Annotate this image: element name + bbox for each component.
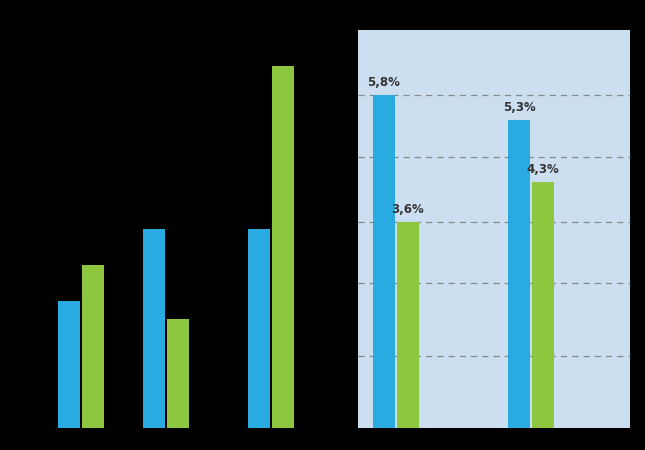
Bar <box>508 121 530 428</box>
Text: 3,6%: 3,6% <box>392 203 424 216</box>
Bar <box>167 320 189 428</box>
Text: 4,3%: 4,3% <box>526 163 559 176</box>
Bar <box>358 30 630 428</box>
Bar <box>143 229 165 428</box>
Bar <box>532 182 554 428</box>
Bar <box>248 229 270 428</box>
Bar <box>58 302 80 428</box>
Text: 5,3%: 5,3% <box>502 101 535 114</box>
Bar <box>272 66 294 428</box>
Text: 5,8%: 5,8% <box>368 76 401 89</box>
Bar <box>397 222 419 428</box>
Bar <box>373 95 395 428</box>
Bar <box>82 265 104 428</box>
